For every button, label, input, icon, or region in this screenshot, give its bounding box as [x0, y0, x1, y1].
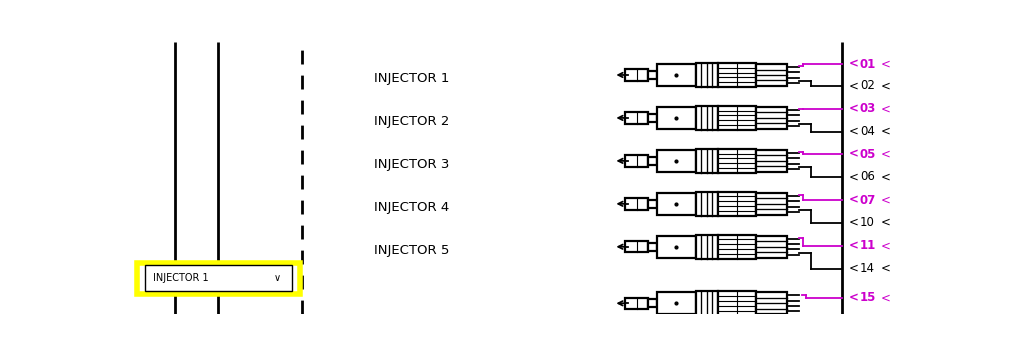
Text: <: < [849, 102, 858, 115]
Text: <: < [881, 58, 890, 71]
Bar [756, 236, 786, 258]
Text: 10: 10 [860, 216, 875, 229]
Text: <: < [849, 262, 858, 275]
Text: 01: 01 [860, 58, 876, 71]
Text: <: < [881, 125, 890, 138]
Text: <: < [881, 239, 890, 252]
Text: <: < [849, 170, 858, 184]
Bar [756, 64, 786, 86]
Text: <: < [881, 216, 890, 229]
Text: <: < [881, 79, 890, 92]
Text: 03: 03 [860, 102, 876, 115]
Text: 02: 02 [860, 79, 875, 92]
Bar [626, 155, 648, 167]
Text: <: < [849, 193, 858, 207]
Text: <: < [881, 291, 890, 304]
Text: 05: 05 [860, 148, 877, 161]
Text: <: < [849, 216, 858, 229]
Bar [696, 106, 718, 130]
Text: <: < [881, 102, 890, 115]
Text: 15: 15 [860, 291, 877, 304]
Bar [144, 265, 292, 291]
Text: <: < [881, 148, 890, 161]
Bar [648, 71, 658, 79]
Text: <: < [881, 262, 890, 275]
Bar [718, 291, 756, 316]
Bar [718, 149, 756, 173]
Bar [648, 200, 658, 208]
Bar [626, 241, 648, 252]
Bar [718, 192, 756, 216]
Bar [658, 292, 696, 314]
Bar [648, 299, 658, 307]
Text: 06: 06 [860, 170, 875, 184]
Bar [658, 193, 696, 215]
Bar [658, 64, 696, 86]
Text: 11: 11 [860, 239, 876, 252]
Bar [696, 291, 718, 316]
Bar [756, 107, 786, 129]
Bar [696, 192, 718, 216]
Bar [756, 193, 786, 215]
Bar [696, 63, 718, 87]
Bar [648, 243, 658, 251]
Text: INJECTOR 4: INJECTOR 4 [375, 201, 450, 214]
Text: <: < [849, 239, 858, 252]
Bar [718, 63, 756, 87]
Text: <: < [849, 58, 858, 71]
Text: INJECTOR 5: INJECTOR 5 [374, 244, 450, 257]
Text: <: < [881, 193, 890, 207]
Text: INJECTOR 3: INJECTOR 3 [374, 158, 450, 170]
Bar [137, 263, 300, 294]
Text: <: < [849, 148, 858, 161]
Text: INJECTOR 1: INJECTOR 1 [374, 72, 450, 85]
Bar [718, 234, 756, 259]
Text: INJECTOR 1: INJECTOR 1 [152, 273, 208, 283]
Text: INJECTOR 2: INJECTOR 2 [374, 115, 450, 128]
Bar [626, 198, 648, 210]
Bar [658, 236, 696, 258]
Text: 04: 04 [860, 125, 875, 138]
Bar [696, 149, 718, 173]
Text: <: < [849, 79, 858, 92]
Bar [756, 150, 786, 172]
Bar [648, 114, 658, 122]
Text: <: < [881, 170, 890, 184]
Text: <: < [849, 125, 858, 138]
Bar [626, 112, 648, 124]
Text: <: < [849, 291, 858, 304]
Text: 14: 14 [860, 262, 875, 275]
Bar [626, 298, 648, 309]
Bar [756, 292, 786, 314]
Text: 07: 07 [860, 193, 876, 207]
Bar [648, 157, 658, 165]
Bar [696, 234, 718, 259]
Bar [626, 69, 648, 81]
Bar [658, 107, 696, 129]
Bar [658, 150, 696, 172]
Bar [718, 106, 756, 130]
Text: ∨: ∨ [274, 273, 281, 283]
